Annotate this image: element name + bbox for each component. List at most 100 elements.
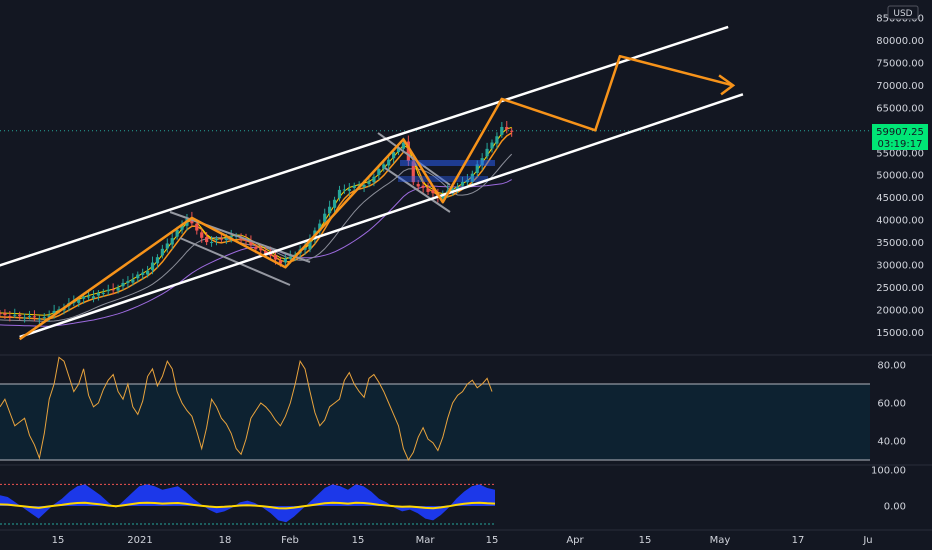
osc-area [0, 484, 495, 523]
candle-body [136, 274, 140, 279]
price-tick-label: 70000.00 [876, 81, 924, 92]
channel-lower-line [19, 93, 744, 339]
candle-body [426, 188, 430, 192]
time-tick-label: Apr [566, 535, 584, 546]
price-tick-label: 35000.00 [876, 238, 924, 249]
candle-body [505, 126, 509, 130]
candle-body [362, 184, 366, 188]
candle-body [510, 130, 514, 132]
candle-body [318, 223, 322, 232]
price-countdown: 03:19:17 [878, 139, 923, 150]
candle-body [249, 241, 253, 246]
candle-body [500, 126, 504, 135]
candle-body [455, 186, 460, 191]
candle-body [131, 279, 135, 283]
candle-body [421, 185, 425, 188]
projection-path [18, 54, 734, 341]
pattern-line [384, 167, 451, 213]
candle-body [288, 256, 292, 259]
candle-body [342, 189, 346, 191]
rsi-tick-label: 40.00 [877, 437, 906, 448]
candle-body [372, 176, 376, 183]
candle-body [485, 148, 489, 157]
projection-arrowhead [718, 74, 736, 96]
candle-body [214, 239, 219, 241]
candle-body [239, 237, 243, 240]
candle-body [180, 224, 184, 230]
price-axis[interactable]: 15000.00 20000.00 25000.00 30000.00 35000.00… [876, 14, 924, 339]
candle-body [337, 189, 342, 199]
time-tick-label: 18 [219, 535, 232, 546]
candle-body [32, 316, 37, 318]
candle-body [18, 314, 22, 317]
candle-body [431, 190, 435, 194]
candle-body [259, 248, 263, 251]
candle-body [82, 296, 86, 299]
time-tick-label: Mar [416, 535, 436, 546]
candle-body [367, 181, 371, 185]
time-tick-label: Feb [281, 535, 299, 546]
current-price: 59907.25 [876, 127, 924, 138]
candle-body [121, 282, 125, 287]
candle-body [254, 246, 258, 250]
candle-body [470, 173, 474, 182]
price-tick-label: 40000.00 [876, 216, 924, 227]
pattern-line [179, 237, 291, 286]
candle-body [451, 188, 455, 191]
candle-body [273, 255, 278, 260]
candle-body [52, 310, 56, 314]
candle-body [209, 242, 214, 244]
pattern-line [169, 211, 311, 263]
candle-body [8, 316, 12, 318]
price-pane[interactable] [0, 25, 870, 341]
time-axis[interactable]: 15 2021 18 Feb 15 Mar 15 Apr 15 May 17 Ju [52, 535, 873, 546]
time-tick-label: 15 [352, 535, 365, 546]
candle-body [308, 240, 312, 250]
candle-body [96, 293, 100, 296]
candle-body [460, 181, 465, 186]
candle-body [101, 292, 105, 294]
candle-body [219, 238, 223, 240]
candle-body [411, 161, 415, 183]
candle-body [303, 247, 307, 250]
candle-body [170, 238, 174, 245]
candle-body [416, 184, 420, 187]
price-tick-label: 65000.00 [876, 103, 924, 114]
candle-body [465, 179, 469, 183]
time-tick-label: 2021 [127, 535, 152, 546]
zone-box [398, 176, 488, 182]
candle-body [224, 238, 228, 241]
candle-body [387, 159, 391, 166]
candle-body [323, 213, 327, 222]
candle-body [396, 147, 401, 153]
currency-badge[interactable]: USD [887, 5, 919, 20]
candle-body [392, 152, 396, 159]
candle-body [205, 237, 209, 243]
candle-body [165, 243, 169, 249]
candle-body [3, 313, 7, 315]
candle-body [347, 189, 351, 191]
candle-body [195, 223, 199, 231]
candle-body [86, 296, 91, 298]
time-tick-label: Ju [862, 535, 872, 546]
candle-body [116, 287, 120, 291]
oscillator-pane[interactable]: 100.00 0.00 [0, 466, 906, 525]
time-tick-label: 15 [639, 535, 652, 546]
candle-body [401, 142, 406, 149]
price-tick-label: 55000.00 [876, 148, 924, 159]
price-tick-label: 75000.00 [876, 58, 924, 69]
candle-body [495, 136, 499, 144]
currency-label: USD [893, 9, 912, 19]
candle-body [200, 232, 204, 238]
candle-body [377, 169, 381, 175]
price-tick-label: 25000.00 [876, 283, 924, 294]
channel-upper-line [0, 25, 729, 267]
rsi-band [0, 384, 870, 460]
candle-body [264, 251, 268, 255]
candle-body [382, 164, 386, 169]
candle-body [111, 289, 115, 291]
candle-body [42, 317, 46, 319]
time-tick-label: 15 [486, 535, 499, 546]
rsi-pane[interactable]: 80.00 60.00 40.00 [0, 356, 906, 462]
